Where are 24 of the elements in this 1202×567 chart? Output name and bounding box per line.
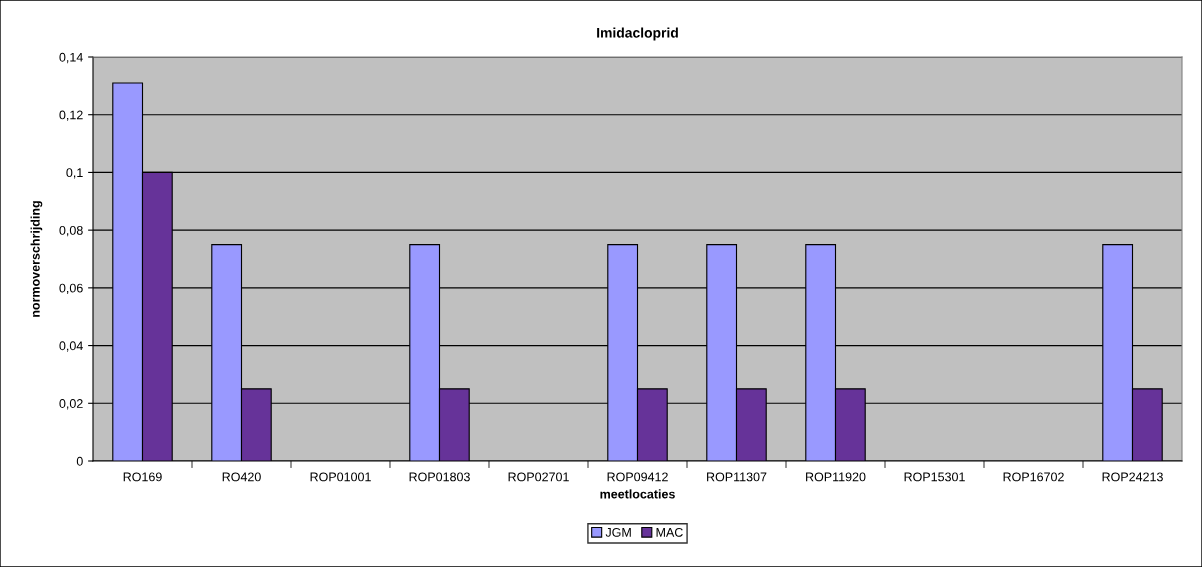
x-tick-label: ROP02701	[508, 472, 569, 482]
y-axis-title: normoverschrijding	[30, 201, 43, 317]
chart-title: Imidacloprid	[597, 27, 678, 41]
x-tick-label: RO169	[123, 472, 162, 482]
x-tick-label: RO420	[222, 472, 261, 482]
y-tick-label: 0,04	[59, 341, 83, 352]
x-tick-label: ROP15301	[904, 472, 965, 482]
x-tick-label: ROP01803	[409, 472, 470, 482]
y-tick-label: 0,12	[59, 110, 83, 121]
y-tick-label: 0,14	[59, 52, 83, 64]
y-tick-label: 0,02	[59, 399, 83, 410]
legend-label: JGM	[605, 527, 631, 537]
x-axis-title: meetlocaties	[600, 489, 675, 499]
y-tick-label: 0,1	[66, 168, 83, 179]
x-tick-label: ROP24213	[1102, 472, 1163, 482]
y-tick-label: 0,06	[59, 283, 83, 294]
y-tick-label: 0	[76, 456, 83, 466]
x-tick-label: ROP09412	[607, 472, 668, 482]
x-tick-label: ROP01001	[310, 472, 371, 482]
x-tick-label: ROP11920	[806, 472, 866, 482]
legend-label: MAC	[656, 527, 683, 537]
x-tick-label: ROP11307	[707, 472, 767, 482]
x-tick-label: ROP16702	[1003, 472, 1064, 482]
y-tick-label: 0,08	[59, 225, 83, 237]
